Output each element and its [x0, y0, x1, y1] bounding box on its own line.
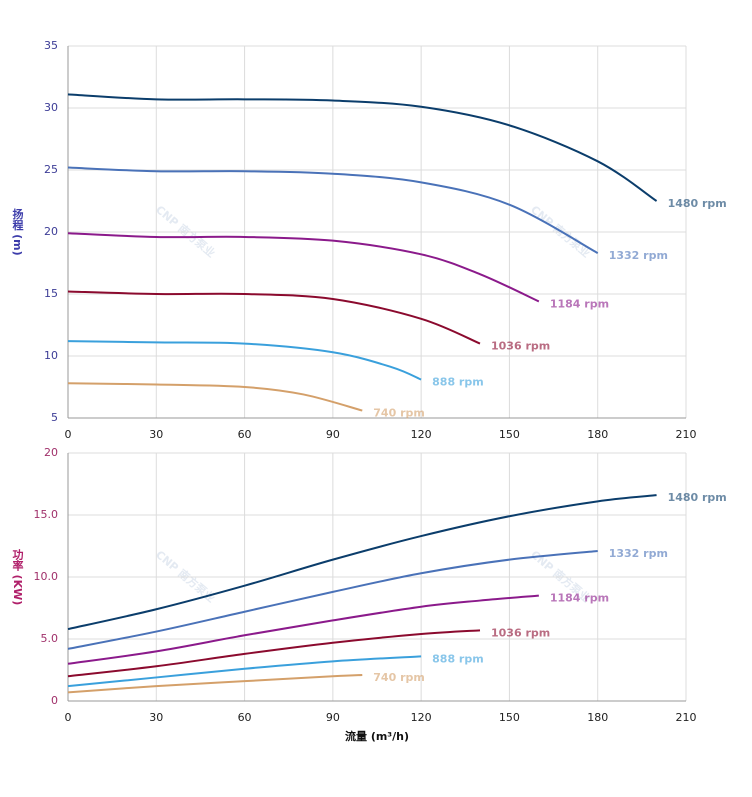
x-tick-label: 90 [326, 428, 340, 441]
y-tick-label: 20 [44, 446, 58, 459]
y-tick-label: 35 [44, 39, 58, 52]
series-line [67, 629, 481, 678]
series-line [67, 232, 540, 303]
series-line [67, 673, 363, 694]
x-tick-label: 0 [65, 428, 72, 441]
y-tick-label: 25 [44, 163, 58, 176]
y-tick-label: 10.0 [34, 570, 59, 583]
y-tick-label: 5.0 [41, 632, 59, 645]
series-line [67, 594, 539, 665]
watermark: CNP 南方泵业 [153, 202, 218, 260]
series-line [67, 655, 422, 688]
x-axis-label: 流量 (m³/h) [345, 729, 409, 743]
y-tick-label: 5 [51, 411, 58, 424]
series-label: 740 rpm [373, 407, 425, 420]
y-tick-label: 30 [44, 101, 58, 114]
x-tick-label: 210 [676, 711, 697, 724]
x-tick-label: 30 [149, 428, 163, 441]
x-tick-label: 120 [411, 711, 432, 724]
x-tick-label: 60 [238, 428, 252, 441]
x-tick-label: 150 [499, 428, 520, 441]
series-label: 1184 rpm [550, 592, 609, 605]
x-tick-label: 30 [149, 711, 163, 724]
series-line [67, 340, 422, 381]
series-line [67, 382, 363, 412]
x-tick-label: 180 [587, 428, 608, 441]
y-axis-label: 功率 (KW) [11, 547, 24, 605]
x-tick-label: 150 [499, 711, 520, 724]
series-line [67, 290, 481, 345]
x-tick-label: 90 [326, 711, 340, 724]
x-tick-label: 60 [238, 711, 252, 724]
series-label: 888 rpm [432, 376, 484, 389]
x-tick-label: 120 [411, 428, 432, 441]
x-tick-label: 210 [676, 428, 697, 441]
y-tick-label: 0 [51, 694, 58, 707]
series-line [67, 494, 657, 631]
series-line [67, 166, 599, 254]
series-label: 1480 rpm [668, 491, 727, 504]
y-tick-label: 10 [44, 349, 58, 362]
x-tick-label: 0 [65, 711, 72, 724]
y-tick-label: 15 [44, 287, 58, 300]
series-label: 1036 rpm [491, 626, 550, 639]
series-label: 1332 rpm [609, 249, 668, 262]
series-line [67, 549, 598, 650]
series-label: 888 rpm [432, 652, 484, 665]
series-label: 740 rpm [373, 671, 425, 684]
series-line [67, 93, 658, 202]
y-tick-label: 15.0 [34, 508, 59, 521]
y-tick-label: 20 [44, 225, 58, 238]
series-label: 1332 rpm [609, 547, 668, 560]
x-tick-label: 180 [587, 711, 608, 724]
y-axis-label: 扬程 (m) [11, 207, 24, 256]
series-label: 1036 rpm [491, 340, 550, 353]
series-label: 1480 rpm [668, 197, 727, 210]
series-label: 1184 rpm [550, 297, 609, 310]
